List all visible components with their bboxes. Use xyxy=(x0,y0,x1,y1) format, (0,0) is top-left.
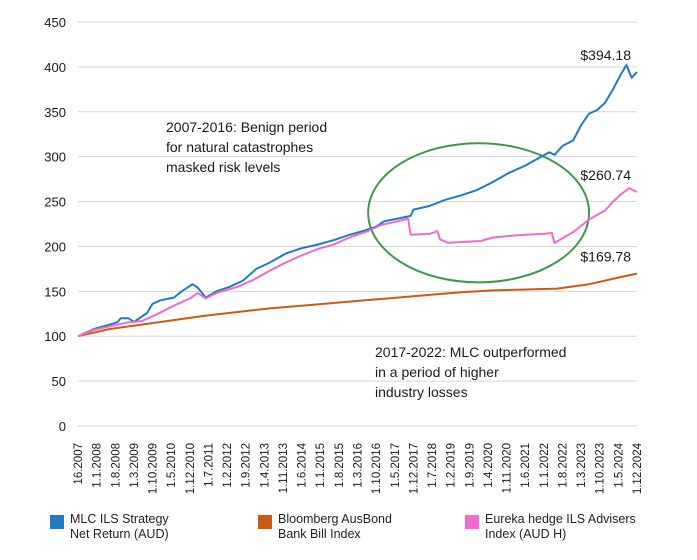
legend-item-mlc: MLC ILS Strategy Net Return (AUD) xyxy=(50,512,169,542)
x-tick-label: 1.3.2016 xyxy=(353,443,365,488)
x-tick-label: 1.6.2021 xyxy=(520,443,532,488)
x-tick-label: 1.9.2012 xyxy=(241,443,253,488)
end-value-labels: $394.18 $169.78 $260.74 xyxy=(580,47,631,264)
x-tick-label: 1.12.2010 xyxy=(185,443,197,494)
end-value-label: $169.78 xyxy=(580,249,631,265)
x-tick-label: 1.10.2009 xyxy=(148,443,160,494)
annotation-outperformed-line: in a period of higher xyxy=(375,364,499,380)
x-tick-label: 1.5.2017 xyxy=(390,443,402,488)
x-tick-label: 1.4.2020 xyxy=(483,443,495,488)
legend: MLC ILS Strategy Net Return (AUD) Bloomb… xyxy=(0,512,697,560)
legend-label-mlc: MLC ILS Strategy Net Return (AUD) xyxy=(70,512,169,541)
x-tick-label: 1.5.2010 xyxy=(166,443,178,488)
series-lines xyxy=(77,64,638,338)
y-tick-label: 400 xyxy=(44,60,66,75)
x-tick-label: 1.2.2012 xyxy=(222,443,234,488)
x-tick-label: 1.8.2008 xyxy=(110,443,122,488)
x-tick-label: 1.4.2013 xyxy=(259,443,271,488)
y-tick-label: 250 xyxy=(44,195,66,210)
x-tick-label: 1.12.2024 xyxy=(632,442,644,494)
y-axis-ticks: 0 50 100 150 200 250 300 350 400 450 xyxy=(44,15,66,434)
x-tick-label: 1.7.2011 xyxy=(203,443,215,487)
y-tick-label: 100 xyxy=(44,329,66,344)
x-tick-label: 1.5.2024 xyxy=(613,442,625,487)
legend-item-bloomberg: Bloomberg AusBond Bank Bill Index xyxy=(258,512,392,542)
legend-item-eureka: Eureka hedge ILS Advisers Index (AUD H) xyxy=(465,512,636,542)
x-tick-label: 1.1.2015 xyxy=(315,443,327,488)
legend-swatch-mlc xyxy=(50,515,64,529)
legend-swatch-eureka xyxy=(465,515,479,529)
x-axis-ticks: 16.2007 1.1.2008 1.8.2008 1.3.2009 1.10.2009… xyxy=(73,442,644,494)
legend-swatch-bloomberg xyxy=(258,515,272,529)
series-line-2 xyxy=(77,187,638,338)
x-tick-label: 1.6.2014 xyxy=(297,442,309,487)
x-tick-label: 1.10.2016 xyxy=(371,443,383,494)
x-tick-label: 1.3.2009 xyxy=(129,443,141,488)
gridlines xyxy=(78,21,637,427)
highlight-ellipse-layer xyxy=(367,142,591,284)
y-tick-label: 200 xyxy=(44,239,66,254)
legend-label-eureka: Eureka hedge ILS Advisers Index (AUD H) xyxy=(485,512,636,541)
x-tick-label: 1.10.2023 xyxy=(595,443,607,494)
highlight-ellipse xyxy=(367,142,591,284)
x-tick-label: 1.8.2015 xyxy=(334,443,346,488)
x-tick-label: 1.1.2008 xyxy=(92,443,104,488)
x-tick-label: 1.3.2023 xyxy=(576,443,588,488)
end-value-label: $260.74 xyxy=(580,167,631,183)
x-tick-label: 1.12.2017 xyxy=(408,443,420,494)
x-tick-label: 1.9.2019 xyxy=(464,443,476,488)
series-line-0 xyxy=(77,64,638,338)
series-line-1 xyxy=(77,272,638,338)
x-tick-label: 1.1.2022 xyxy=(539,443,551,488)
y-tick-label: 0 xyxy=(59,419,66,434)
annotation-benign-line: masked risk levels xyxy=(166,159,280,175)
x-tick-label: 1.11.2020 xyxy=(502,443,514,493)
annotations: 2007-2016: Benign period for natural cata… xyxy=(166,119,566,400)
annotation-benign-line: for natural catastrophes xyxy=(166,139,313,155)
x-tick-label: 1.11.2013 xyxy=(278,443,290,493)
x-tick-label: 1.8.2022 xyxy=(557,443,569,488)
annotation-benign-line: 2007-2016: Benign period xyxy=(166,119,327,135)
annotation-outperformed-line: industry losses xyxy=(375,384,468,400)
annotation-outperformed-line: 2017-2022: MLC outperformed xyxy=(375,344,566,360)
y-tick-label: 50 xyxy=(52,374,66,389)
y-tick-label: 450 xyxy=(44,15,66,30)
x-tick-label: 16.2007 xyxy=(73,443,85,485)
legend-label-bloomberg: Bloomberg AusBond Bank Bill Index xyxy=(278,512,392,541)
end-value-label: $394.18 xyxy=(580,47,631,63)
y-tick-label: 300 xyxy=(44,150,66,165)
y-tick-label: 150 xyxy=(44,284,66,299)
y-tick-label: 350 xyxy=(44,105,66,120)
x-tick-label: 1.2.2019 xyxy=(446,443,458,488)
x-tick-label: 1.7.2018 xyxy=(427,443,439,488)
